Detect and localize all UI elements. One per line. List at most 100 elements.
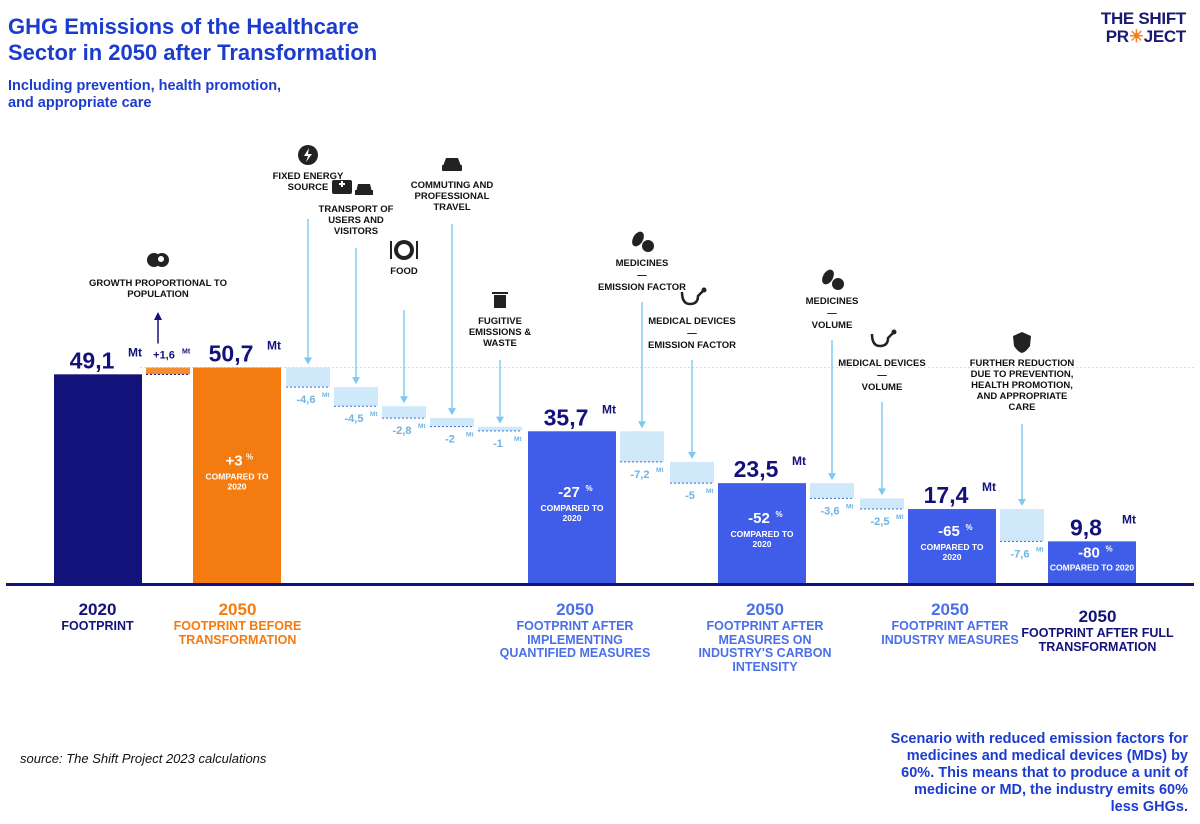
category-year: 2020 — [78, 600, 117, 619]
bar-increase — [146, 367, 190, 375]
bar-percent-label: -52 — [748, 510, 770, 527]
category-year: 2050 — [746, 600, 784, 619]
bar-value-unit: Mt — [706, 488, 714, 495]
category-label: 2020 FOOTPRINT — [30, 600, 165, 634]
category-label: 2050 FOOTPRINT BEFORE TRANSFORMATION — [150, 600, 325, 647]
bar-value-label: 9,8 — [1070, 514, 1102, 540]
bar-value-label: +1,6 — [153, 350, 175, 362]
annotation-label: EMISSION FACTOR — [648, 340, 736, 351]
bar-percent-note: COMPARED TO — [206, 471, 269, 481]
logo-line-2: PR☀JECT — [1105, 27, 1187, 46]
category-label: 2050 FOOTPRINT AFTER IMPLEMENTING QUANTIF… — [495, 600, 655, 661]
bar-value-label: -1 — [493, 438, 503, 450]
bar-value-unit: Mt — [322, 392, 330, 399]
bar-total — [1048, 541, 1136, 583]
bar-percent-label: +3 — [225, 452, 242, 469]
bar-reduction — [286, 367, 330, 388]
bar-value-unit: Mt — [370, 411, 378, 418]
page-subtitle: Including prevention, health promotion, … — [8, 78, 282, 111]
bar-value-label: -5 — [685, 490, 695, 502]
waterfall-chart: 49,1 Mt +1,6 Mt GROWTH PROPORTIONAL TO POPULA… — [6, 145, 1195, 586]
bar-value-label: -7,6 — [1011, 548, 1030, 560]
category-label: 2050 FOOTPRINT AFTER INDUSTRY MEASURES — [880, 600, 1020, 647]
bar-value-label: -7,2 — [631, 469, 650, 481]
category-year: 2050 — [1078, 607, 1117, 626]
bar-percent-unit: % — [966, 523, 973, 532]
bar-reduction — [382, 406, 426, 419]
bar-value-label: 49,1 — [70, 347, 115, 373]
bar-percent-note: 2020 — [563, 513, 582, 523]
annotation-label: FOOD — [390, 266, 418, 277]
category-text: FOOTPRINT AFTER INDUSTRY MEASURES — [881, 619, 1019, 647]
bar-value-unit: Mt — [1036, 546, 1044, 553]
annotation-label: MEDICAL DEVICES — [648, 316, 735, 327]
car-icon — [442, 158, 462, 171]
bar-reduction — [620, 431, 664, 462]
stethoscope-icon — [870, 329, 897, 348]
bar-value-label: 23,5 — [734, 456, 779, 482]
sun-icon: ☀ — [1128, 27, 1144, 46]
scenario-note: Scenario with reduced emission factors f… — [890, 731, 1188, 815]
bar-percent-unit: % — [586, 484, 593, 493]
bar-value-label: 17,4 — [924, 482, 969, 508]
category-text: FOOTPRINT AFTER FULL TRANSFORMATION — [1021, 626, 1174, 654]
bar-value-label: -4,6 — [297, 394, 316, 406]
bar-value-label: -3,6 — [821, 505, 840, 517]
bar-value-unit: Mt — [846, 503, 854, 510]
category-text: FOOTPRINT — [61, 619, 134, 633]
bar-percent-label: -27 — [558, 484, 580, 501]
bar-value-unit: Mt — [896, 514, 904, 521]
bar-percent-unit: % — [1106, 544, 1113, 553]
bar-value-unit: Mt — [656, 467, 664, 474]
annotation-label: FIXED ENERGY SOURCE — [273, 171, 344, 193]
bar-value-label: 35,7 — [544, 404, 589, 430]
bar-value-unit: Mt — [182, 349, 191, 356]
annotation-separator: — — [687, 328, 697, 339]
baseline — [6, 583, 1194, 586]
logo-line-1: THE SHIFT — [1100, 9, 1186, 28]
bar-value-label: -2,8 — [393, 425, 412, 437]
pills-icon — [632, 231, 654, 252]
bar-total — [718, 483, 806, 583]
source-note: source: The Shift Project 2023 calculati… — [20, 751, 267, 766]
bar-value-label: -4,5 — [345, 413, 364, 425]
bar-value-label: 50,7 — [209, 341, 254, 367]
shift-project-logo: THE SHIFT PR☀JECT — [1096, 10, 1186, 46]
category-year: 2050 — [218, 600, 257, 619]
annotation-separator: — — [637, 270, 647, 281]
bar-value-unit: Mt — [602, 402, 616, 416]
bar-reduction — [670, 461, 714, 484]
bar-percent-label: -80 — [1078, 544, 1100, 561]
annotation-separator: — — [877, 370, 887, 381]
bar-percent-note: COMPARED TO — [921, 542, 984, 552]
annotation-label: COMMUTING AND PROFESSIONAL TRAVEL — [411, 180, 494, 213]
bar-value-unit: Mt — [418, 423, 426, 430]
bar-reduction — [478, 426, 522, 431]
bar-reduction — [860, 498, 904, 510]
category-text: FOOTPRINT AFTER MEASURES ON INDUSTRY'S C… — [698, 619, 832, 674]
bar-percent-unit: % — [776, 510, 783, 519]
annotation-label: MEDICAL DEVICES — [838, 358, 925, 369]
category-label: 2050 FOOTPRINT AFTER FULL TRANSFORMATION — [1020, 607, 1175, 654]
bar-reduction — [334, 387, 378, 407]
bar-value-unit: Mt — [514, 436, 522, 443]
bar-value-unit: Mt — [128, 345, 142, 359]
bar-value-unit: Mt — [792, 454, 806, 468]
bar-reduction — [1000, 509, 1044, 542]
lightning-icon — [298, 145, 318, 165]
shield-icon — [1013, 332, 1031, 353]
bar-value-unit: Mt — [267, 339, 281, 353]
bar-value-unit: Mt — [466, 432, 474, 439]
plate-icon — [390, 240, 418, 260]
ambulance-car-icon — [332, 180, 373, 195]
bar-percent-note: COMPARED TO — [541, 503, 604, 513]
bar-percent-unit: % — [246, 452, 253, 461]
annotation-separator: — — [827, 308, 837, 319]
annotation-label: VOLUME — [862, 382, 903, 393]
bar-total — [908, 509, 996, 583]
bar-percent-note: 2020 — [228, 481, 247, 491]
bar-percent-label: -65 — [938, 523, 960, 540]
page-title: GHG Emissions of the Healthcare Sector i… — [8, 14, 378, 65]
bar-reduction — [810, 483, 854, 499]
annotation-label: EMISSION FACTOR — [598, 282, 686, 293]
